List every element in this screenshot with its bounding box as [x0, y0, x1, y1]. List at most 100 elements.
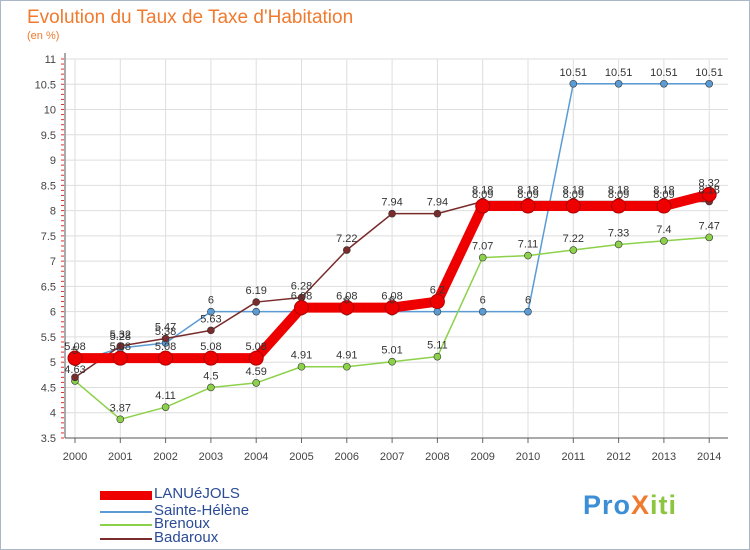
data-label: 8.18 [698, 185, 719, 197]
data-label: 8.32 [698, 177, 719, 189]
series-point [565, 198, 581, 214]
data-label: 6.08 [291, 291, 312, 303]
x-tick-label: 2005 [289, 451, 313, 463]
x-tick-label: 2013 [652, 451, 676, 463]
series-point [569, 246, 578, 254]
series-point [342, 246, 351, 254]
data-label: 7.4 [656, 224, 671, 236]
data-label: 6.2 [430, 285, 445, 297]
data-label: 10.51 [650, 67, 678, 79]
logo-part: iti [650, 490, 678, 520]
data-label: 6 [344, 295, 350, 307]
x-tick-label: 2004 [244, 451, 268, 463]
data-label: 7.94 [381, 197, 402, 209]
data-label: 6.28 [291, 281, 312, 293]
data-label: 8.09 [653, 189, 674, 201]
y-tick-label: 6 [50, 307, 56, 319]
data-label: 4.91 [336, 350, 357, 362]
data-label: 5.08 [245, 341, 266, 353]
legend-label: Sainte-Hélène [154, 502, 250, 519]
data-label: 5.11 [427, 340, 448, 352]
logo-part: X [631, 490, 651, 520]
data-label: 5.63 [200, 313, 221, 325]
series-point [67, 350, 83, 366]
data-label: 7.94 [427, 197, 448, 209]
legend-swatch [100, 491, 152, 500]
series-point [248, 350, 264, 366]
series-point [116, 415, 125, 424]
series-point [614, 79, 623, 88]
series-point [339, 300, 355, 316]
data-label: 7.47 [698, 220, 719, 232]
data-label: 4.63 [64, 364, 85, 376]
series-point [207, 383, 215, 392]
data-label: 6 [208, 295, 214, 307]
series-point [161, 403, 170, 411]
data-label: 4.91 [291, 350, 312, 362]
data-label: 10.51 [695, 67, 723, 79]
series-point [203, 350, 219, 366]
data-label: 7.22 [336, 233, 357, 245]
data-label: 4.5 [203, 370, 218, 382]
y-tick-label: 5.5 [41, 332, 56, 344]
data-label: 7.22 [563, 233, 584, 245]
data-label: 10.51 [605, 67, 633, 79]
data-label: 8.18 [608, 185, 629, 197]
series-point [614, 240, 623, 249]
series-point [158, 350, 174, 366]
series-point [294, 300, 309, 316]
series-point [433, 209, 442, 218]
series-point [705, 233, 714, 242]
data-label: 5.38 [155, 326, 176, 338]
x-tick-label: 2001 [108, 451, 132, 463]
data-label: 6 [389, 295, 395, 307]
series-point [660, 79, 668, 88]
data-label: 6.19 [245, 285, 266, 297]
data-label: 8.09 [517, 189, 538, 201]
data-label: 6.08 [381, 291, 402, 303]
plot-area [65, 59, 728, 438]
y-tick-label: 7.5 [41, 231, 56, 243]
chart-unit-label: (en %) [27, 30, 60, 42]
series-point [207, 326, 215, 335]
data-label: 3.87 [110, 402, 131, 414]
legend-swatch [100, 538, 152, 540]
series-point [342, 362, 351, 371]
legend-label: Brenoux [154, 515, 210, 532]
data-label: 5 [72, 345, 78, 357]
series-point [71, 373, 79, 382]
x-tick-label: 2008 [425, 451, 449, 463]
y-tick-label: 5 [50, 357, 56, 369]
legend-swatch [100, 511, 152, 513]
series-point [252, 379, 261, 387]
data-label: 10.51 [560, 67, 588, 79]
data-label: 8.18 [517, 185, 538, 197]
series-point [207, 307, 215, 316]
legend-swatch [100, 524, 152, 526]
x-tick-label: 2007 [380, 451, 404, 463]
x-tick-label: 2003 [199, 451, 223, 463]
x-tick-label: 2011 [561, 451, 585, 463]
data-label: 5.32 [110, 329, 131, 341]
series-point [524, 251, 532, 260]
series-point [520, 198, 536, 214]
y-tick-label: 9 [50, 155, 56, 167]
y-tick-label: 8.5 [41, 180, 56, 192]
series-point [611, 198, 627, 214]
data-label: 7.07 [472, 241, 493, 253]
data-label: 8.09 [608, 189, 629, 201]
y-tick-label: 4 [50, 408, 56, 420]
data-label: 4.11 [155, 390, 176, 402]
y-tick-label: 3.5 [41, 433, 56, 445]
data-label: 7.33 [608, 227, 629, 239]
series-point [433, 352, 442, 361]
series-point [660, 237, 668, 245]
series-point [388, 209, 396, 218]
data-label: 5.08 [155, 341, 176, 353]
data-label: 5.28 [110, 331, 131, 343]
series-point [252, 298, 261, 306]
data-label: 6 [480, 295, 486, 307]
data-label: 5.47 [155, 321, 176, 333]
series-point [433, 307, 442, 316]
series-point [524, 307, 532, 316]
